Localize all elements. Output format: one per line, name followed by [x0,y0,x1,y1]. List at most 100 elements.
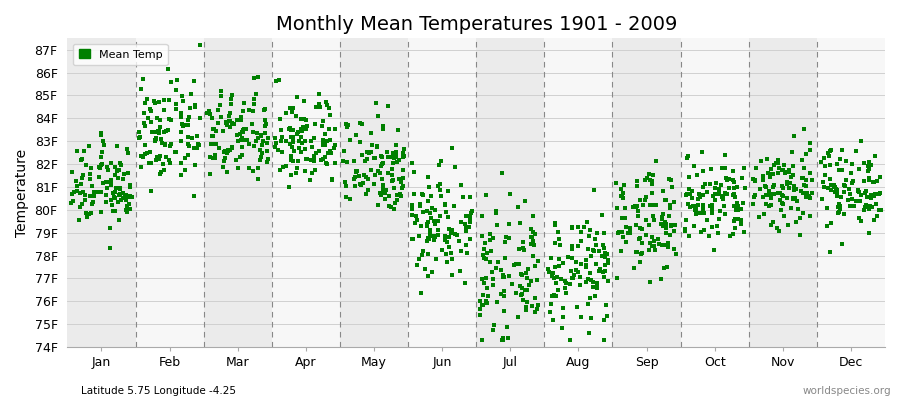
Point [112,191,127,197]
Point [237,129,251,135]
Point [485,276,500,282]
Point [854,138,868,144]
Point [616,194,631,201]
Point [269,78,284,85]
Point [64,200,78,206]
Point [491,222,505,228]
Point [175,121,189,127]
Point [646,213,661,220]
Point [186,145,201,151]
Point [653,275,668,282]
Point [708,191,723,197]
Point [384,154,399,160]
Point [178,154,193,161]
Point [152,130,166,136]
Point [850,187,865,194]
Bar [340,38,408,347]
Point [644,190,659,196]
Point [473,298,488,304]
Point [582,227,597,233]
Point [616,190,630,196]
Point [259,121,274,127]
Point [233,117,248,124]
Point [490,264,504,271]
Point [428,207,442,213]
Point [797,182,812,188]
Point [439,250,454,257]
Point [645,178,660,184]
Point [235,129,249,135]
Point [66,190,80,197]
Point [235,144,249,150]
Point [764,194,778,201]
Point [428,233,442,240]
Point [357,172,372,178]
Point [502,221,517,228]
Point [667,246,681,252]
Point [289,113,303,120]
Point [712,190,726,196]
Point [374,192,388,198]
Point [163,160,177,167]
Point [764,166,778,172]
Point [181,122,195,128]
Point [309,150,323,156]
Point [103,245,117,252]
Point [169,100,184,107]
Point [176,98,191,104]
Point [104,181,118,187]
Point [476,280,491,286]
Point [626,265,641,271]
Point [348,174,363,180]
Point [374,152,389,159]
Point [320,159,334,166]
Point [526,213,540,219]
Point [206,155,220,161]
Point [518,269,533,276]
Point [600,251,615,258]
Point [850,198,864,204]
Point [164,140,178,147]
Point [405,202,419,208]
Point [485,269,500,275]
Point [418,266,432,273]
Point [803,146,817,153]
Point [283,125,297,131]
Point [860,194,874,200]
Point [727,203,742,210]
Point [821,184,835,191]
Point [831,204,845,210]
Point [247,96,261,102]
Point [218,155,232,161]
Point [496,337,510,343]
Point [313,156,328,163]
Point [852,188,867,195]
Point [120,202,134,209]
Point [372,113,386,119]
Point [760,156,774,162]
Point [213,93,228,100]
Point [571,304,585,310]
Point [642,222,656,229]
Point [552,263,566,269]
Point [420,235,435,241]
Point [643,176,657,183]
Point [445,256,459,262]
Point [586,279,600,285]
Point [753,158,768,164]
Point [362,150,376,156]
Point [83,193,97,200]
Point [718,211,733,217]
Point [511,246,526,252]
Point [696,202,710,208]
Point [862,175,877,182]
Point [637,197,652,203]
Point [707,184,722,191]
Point [679,217,693,224]
Point [526,253,540,260]
Point [242,140,256,147]
Point [454,248,468,255]
Point [134,153,148,160]
Point [803,212,817,219]
Point [651,236,665,242]
